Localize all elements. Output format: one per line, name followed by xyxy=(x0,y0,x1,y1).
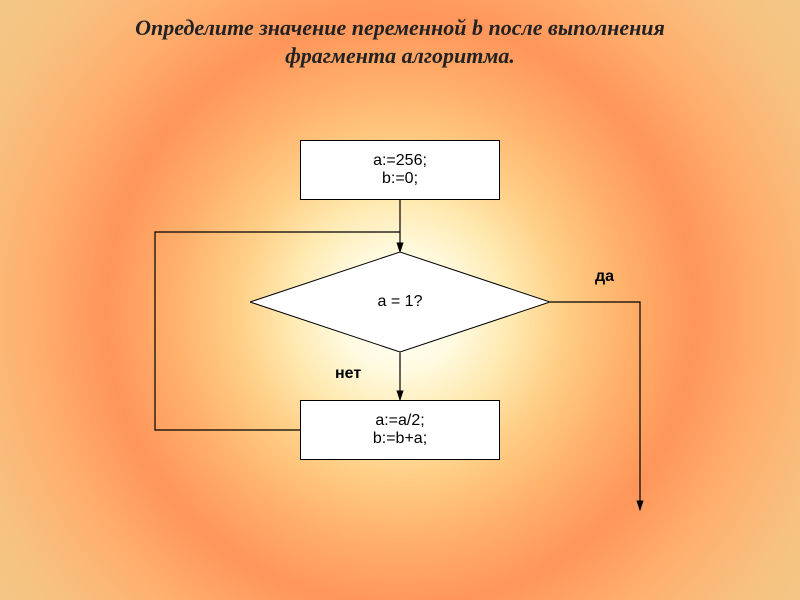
condition-text: a = 1? xyxy=(250,252,550,352)
body-line-1: a:=a/2; xyxy=(301,412,499,430)
flowchart-node-body: a:=a/2; b:=b+a; xyxy=(300,400,500,460)
title-line-1: Определите значение переменной b после в… xyxy=(135,15,665,40)
flowchart-node-init: a:=256; b:=0; xyxy=(300,140,500,200)
slide-title: Определите значение переменной b после в… xyxy=(0,14,800,69)
edge-label-no: нет xyxy=(335,365,361,383)
body-line-2: b:=b+a; xyxy=(301,430,499,448)
init-line-2: b:=0; xyxy=(301,170,499,188)
flowchart-node-condition: a = 1? xyxy=(250,252,550,352)
edge-label-yes: да xyxy=(595,268,614,286)
title-line-2: фрагмента алгоритма. xyxy=(285,43,515,68)
init-line-1: a:=256; xyxy=(301,152,499,170)
